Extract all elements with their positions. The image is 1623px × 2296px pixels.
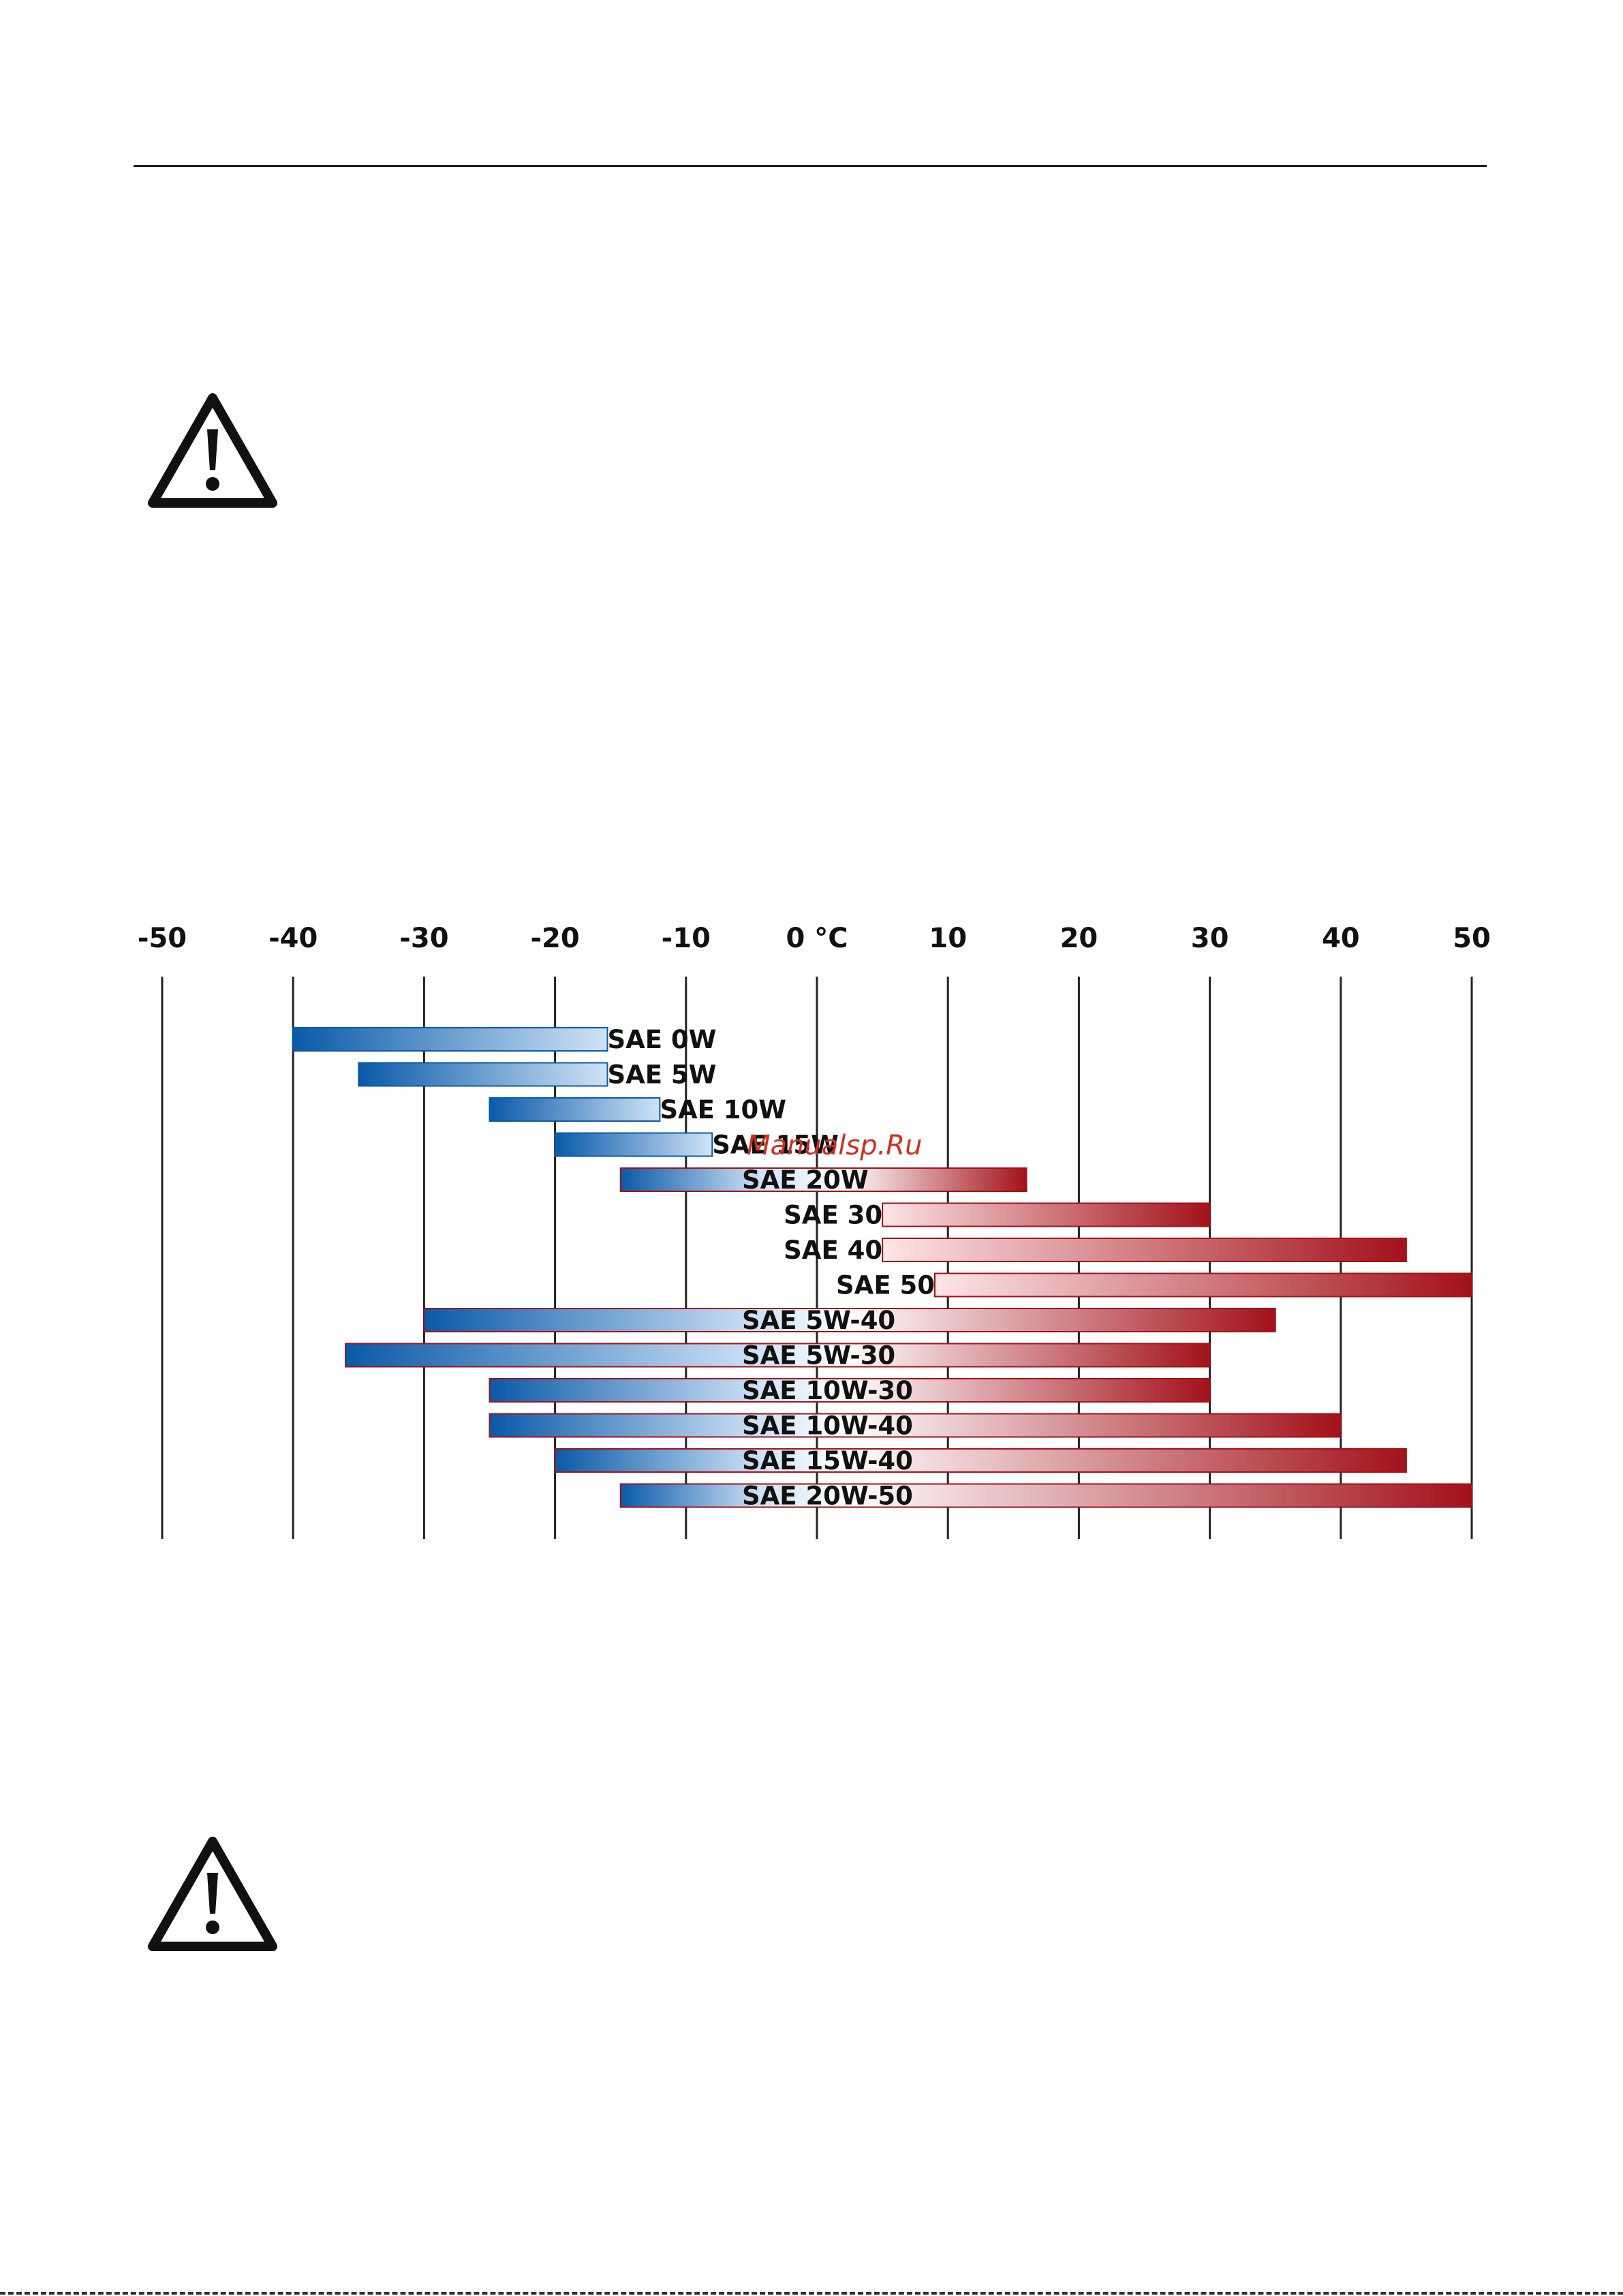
bar-label: SAE 10W xyxy=(660,1095,786,1124)
bar-label: SAE 40 xyxy=(784,1236,882,1265)
bar-label: SAE 10W-30 xyxy=(742,1376,913,1405)
bar-sae-20w xyxy=(619,1167,1027,1192)
bar-sae-50 xyxy=(933,1272,1472,1298)
bar-sae-10w-30 xyxy=(489,1378,1211,1403)
bar-sae-10w-40 xyxy=(489,1413,1342,1438)
chart-bars: SAE 0W SAE 5W SAE 10W SAE 15W SAE 20W SAE 30 S… xyxy=(292,1025,1473,1511)
x-tick-label: 40 xyxy=(1322,923,1360,954)
x-tick-label: -50 xyxy=(138,923,187,954)
bar-sae-15w xyxy=(554,1132,713,1157)
warning-triangle-icon xyxy=(144,390,281,512)
bar-label: SAE 30 xyxy=(784,1201,882,1230)
x-axis-ticks: -50 -40 -30 -20 -10 0 °C 10 20 30 40 50 xyxy=(138,923,1491,954)
warning-triangle-icon xyxy=(144,1833,281,1956)
x-tick-label: 20 xyxy=(1060,923,1098,954)
bar-label: SAE 50 xyxy=(836,1271,935,1300)
bottom-rule xyxy=(0,2292,1623,2295)
x-tick-label: 10 xyxy=(929,923,967,954)
bar-sae-5w xyxy=(358,1062,608,1087)
x-tick-label: -10 xyxy=(662,923,711,954)
bar-label: SAE 15W xyxy=(712,1131,839,1160)
bar-label: SAE 0W xyxy=(607,1025,716,1054)
bar-label: SAE 5W-40 xyxy=(742,1306,895,1335)
bar-label: SAE 5W xyxy=(607,1060,716,1090)
bar-label: SAE 15W-40 xyxy=(742,1446,913,1475)
x-tick-label: -20 xyxy=(530,923,579,954)
x-tick-label: 30 xyxy=(1191,923,1229,954)
header-rule xyxy=(134,165,1487,167)
bar-sae-20w-50 xyxy=(619,1483,1473,1508)
bar-sae-15w-40 xyxy=(554,1448,1407,1473)
bar-label: SAE 20W xyxy=(742,1165,869,1195)
bar-label: SAE 20W-50 xyxy=(742,1482,913,1511)
bar-sae-30 xyxy=(882,1202,1211,1227)
x-tick-label: -40 xyxy=(268,923,318,954)
watermark: Manualsp.Ru xyxy=(747,1130,923,1161)
bar-sae-5w-30 xyxy=(345,1343,1211,1368)
bar-sae-40 xyxy=(882,1238,1407,1262)
bar-sae-5w-40 xyxy=(423,1308,1276,1332)
x-tick-label: 50 xyxy=(1453,923,1491,954)
x-tick-label: 0 °C xyxy=(786,923,848,954)
bar-sae-0w xyxy=(292,1027,608,1052)
bar-label: SAE 5W-30 xyxy=(742,1341,895,1371)
bar-label: SAE 10W-40 xyxy=(742,1411,913,1441)
bar-sae-10w xyxy=(489,1097,661,1122)
x-tick-label: -30 xyxy=(399,923,448,954)
